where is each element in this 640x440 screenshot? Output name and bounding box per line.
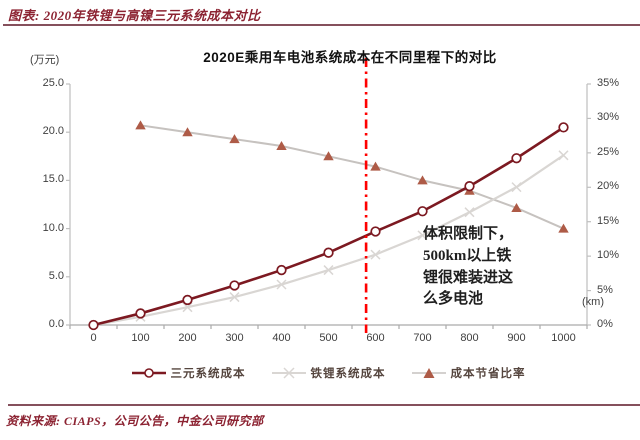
x-axis-tick-label: 900 xyxy=(507,332,526,344)
y-left-tick-label: 10.0 xyxy=(42,221,64,234)
legend-label-ternary-cost: 三元系统成本 xyxy=(170,368,246,380)
legend-item-ternary-cost: 三元系统成本 xyxy=(131,365,246,381)
x-axis-tick-label: 0 xyxy=(90,332,97,344)
y-right-tick-label: 20% xyxy=(597,180,620,193)
y-left-tick-label: 25.0 xyxy=(42,77,64,89)
y-right-tick-label: 35% xyxy=(597,77,620,89)
y-right-tick-label: 30% xyxy=(597,111,620,124)
x-axis-tick-label: 300 xyxy=(225,332,244,344)
legend-item-lfp-cost: 铁锂系统成本 xyxy=(271,365,386,381)
y-right-tick-label: 15% xyxy=(597,214,620,227)
y-right-tick-label: 0% xyxy=(597,318,613,330)
legend-label-cost-saving-ratio: 成本节省比率 xyxy=(450,368,526,380)
chart-legend: 三元系统成本 铁锂系统成本 成本节省比率 xyxy=(70,365,587,381)
y-left-tick-label: 5.0 xyxy=(48,269,64,282)
x-axis-tick-label: 100 xyxy=(131,332,150,344)
source-attribution: 资料来源: CIAPS，公司公告，中金公司研究部 xyxy=(6,414,264,428)
y-left-tick-label: 0.0 xyxy=(48,318,64,330)
x-axis-tick-label: 600 xyxy=(366,332,385,344)
left-axis-unit-label: (万元) xyxy=(30,54,60,66)
x-axis-unit-label: (km) xyxy=(582,296,604,308)
line-triangle-marker-icon xyxy=(411,368,446,378)
x-axis-tick-label: 700 xyxy=(413,332,432,344)
x-axis-tick-label: 800 xyxy=(460,332,479,344)
y-left-tick-label: 15.0 xyxy=(42,173,64,186)
chart-title: 2020E乘用车电池系统成本在不同里程下的对比 xyxy=(203,50,497,65)
line-x-marker-icon xyxy=(271,367,306,379)
y-right-tick-label: 10% xyxy=(597,249,620,262)
x-axis-tick-label: 1000 xyxy=(551,332,576,344)
x-axis-tick-label: 500 xyxy=(319,332,338,344)
report-figure-title: 图表: 2020年铁锂与高镍三元系统成本对比 xyxy=(8,8,261,23)
x-axis-tick-label: 200 xyxy=(178,332,197,344)
header-divider-rule xyxy=(3,24,640,26)
y-right-tick-label: 25% xyxy=(597,145,620,158)
legend-item-cost-saving-ratio: 成本节省比率 xyxy=(411,365,526,381)
legend-label-lfp-cost: 铁锂系统成本 xyxy=(310,368,386,380)
line-circle-marker-icon xyxy=(131,368,166,378)
y-left-tick-label: 20.0 xyxy=(42,125,64,138)
chart-annotation: 体积限制下， 500km以上铁 锂很难装进这 么多电池 xyxy=(423,226,514,308)
footer-divider-rule xyxy=(8,404,640,406)
x-axis-tick-label: 400 xyxy=(272,332,291,344)
y-right-tick-label: 5% xyxy=(597,283,613,296)
